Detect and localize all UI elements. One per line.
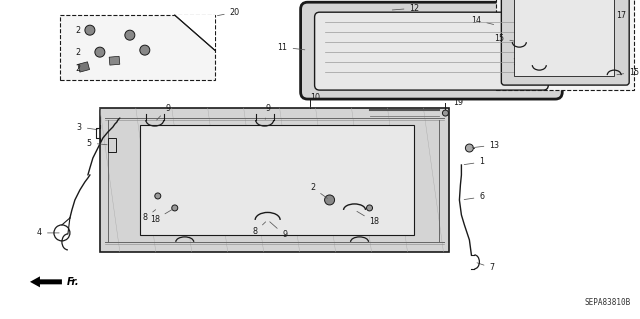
Circle shape [601,25,607,31]
Bar [109,56,120,65]
Text: 6: 6 [464,192,484,202]
Text: 2: 2 [76,48,81,57]
Text: 15: 15 [494,34,516,43]
Text: 20: 20 [218,8,240,17]
Text: 1: 1 [464,158,484,167]
Circle shape [442,110,449,116]
Circle shape [85,25,95,35]
Circle shape [140,45,150,55]
FancyBboxPatch shape [60,15,215,80]
Text: 15: 15 [617,68,639,77]
Text: 9: 9 [269,222,287,239]
FancyArrow shape [30,276,62,287]
Polygon shape [100,108,449,252]
Polygon shape [175,15,215,50]
FancyBboxPatch shape [301,2,563,99]
Text: 8: 8 [143,210,156,222]
Text: 2: 2 [310,183,327,198]
Text: 9: 9 [157,104,170,120]
Text: 9: 9 [265,104,270,119]
Text: 17: 17 [607,11,627,20]
Text: 19: 19 [447,98,463,111]
Circle shape [125,30,135,40]
Text: 10: 10 [310,93,321,108]
Circle shape [465,144,474,152]
Text: 3: 3 [77,122,97,131]
Text: 2: 2 [76,63,81,73]
Text: Fr.: Fr. [67,277,79,287]
Circle shape [172,205,178,211]
Text: 18: 18 [150,209,172,225]
FancyBboxPatch shape [501,0,629,85]
Text: 7: 7 [477,263,495,272]
Text: 4: 4 [37,228,59,237]
Text: 2: 2 [76,26,81,35]
Text: 14: 14 [472,16,493,25]
Circle shape [95,47,105,57]
Text: SEPA83810B: SEPA83810B [585,298,631,307]
Text: 12: 12 [392,4,420,13]
Bar [78,62,90,72]
Text: 18: 18 [357,211,380,226]
Text: 16: 16 [513,58,536,67]
FancyBboxPatch shape [315,12,548,90]
Text: 13: 13 [472,140,499,150]
Bar [515,0,614,76]
Bar [108,138,116,152]
Text: 8: 8 [253,222,266,236]
Text: 11: 11 [278,43,305,52]
Circle shape [367,205,372,211]
Circle shape [155,193,161,199]
Text: 5: 5 [87,138,107,147]
FancyBboxPatch shape [497,0,634,90]
Circle shape [324,195,335,205]
Polygon shape [140,125,415,235]
